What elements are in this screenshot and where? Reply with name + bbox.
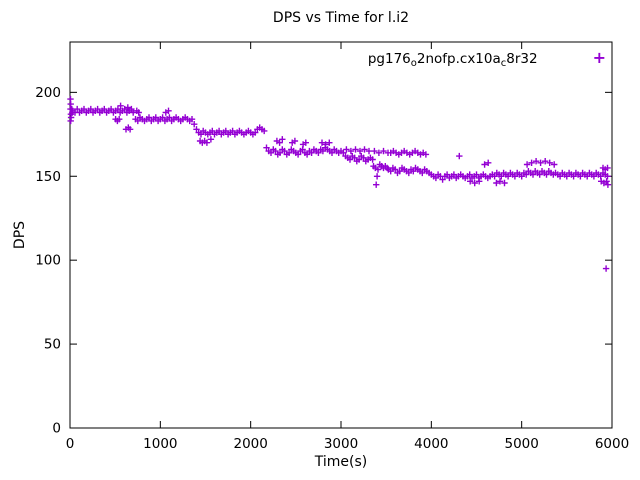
x-tick-label: 4000 — [414, 436, 448, 452]
legend-text-part: pg176 — [367, 51, 411, 67]
legend-text-part: 2nofp.cx10a — [416, 51, 501, 67]
x-tick-label: 3000 — [324, 436, 358, 452]
plot-border — [69, 41, 613, 429]
y-tick-label: 150 — [35, 169, 61, 185]
y-axis-label: DPS — [12, 220, 28, 250]
legend: pg176o2nofp.cx10ac8r32 + — [367, 48, 606, 70]
y-tick-label: 200 — [35, 85, 61, 101]
chart-title: DPS vs Time for l.i2 — [272, 10, 410, 26]
y-tick-label: 100 — [35, 253, 61, 269]
x-tick-label: 5000 — [504, 436, 538, 452]
x-tick-label: 2000 — [233, 436, 267, 452]
legend-subscript: o — [410, 58, 417, 69]
x-tick-label: 6000 — [595, 436, 629, 452]
legend-text-part: 8r32 — [506, 51, 538, 67]
legend-series-label: pg176o2nofp.cx10ac8r32 — [367, 51, 538, 69]
x-axis-label: Time(s) — [314, 454, 368, 470]
legend-plus-marker: + — [592, 48, 606, 67]
x-tick-label: 0 — [66, 436, 75, 452]
y-tick-label: 0 — [52, 421, 61, 437]
legend-subscript: c — [500, 58, 507, 69]
scatter-points — [67, 95, 612, 272]
y-tick-label: 50 — [44, 337, 61, 353]
x-tick-label: 1000 — [143, 436, 177, 452]
